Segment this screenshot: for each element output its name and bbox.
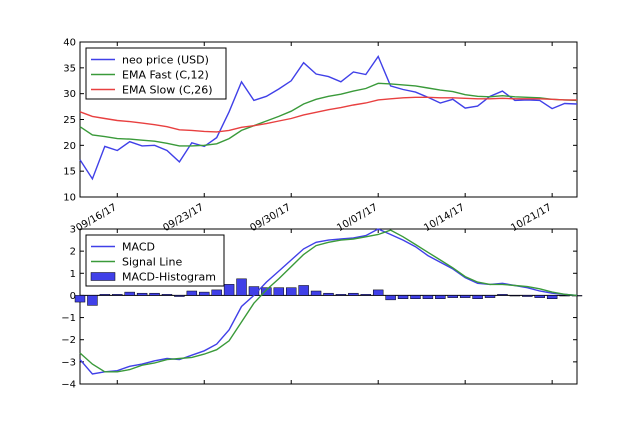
histogram-bar [199, 291, 210, 296]
histogram-bar [459, 295, 471, 298]
y-tick-label: −1 [61, 313, 76, 324]
y-tick-label: 20 [63, 141, 76, 152]
y-tick-label: −3 [61, 357, 76, 368]
histogram-bar [211, 289, 222, 296]
histogram-bar [447, 295, 458, 298]
legend-entry: EMA Slow (C,26) [122, 84, 212, 97]
series-line-ema-slow-c-26 [79, 96, 577, 133]
y-tick-label: 40 [63, 38, 76, 49]
y-tick-label: 0 [70, 291, 76, 302]
histogram-bar [472, 295, 483, 299]
histogram-bar [410, 295, 421, 299]
series-line-ema-fast-c-12 [79, 82, 578, 147]
histogram-bar [236, 278, 247, 296]
macd-panel: −4 −3 −2 −1 0 1 2 3 MACD Signal Line MACD-Histogra… [61, 225, 583, 391]
histogram-bar [298, 285, 309, 296]
legend-swatch [90, 272, 116, 281]
histogram-bar [372, 289, 384, 296]
histogram-bar [360, 294, 371, 296]
histogram-bar [435, 295, 446, 299]
histogram-bar [497, 294, 508, 296]
y-tick-label: 3 [70, 225, 76, 236]
y-tick-label: 25 [63, 115, 76, 126]
histogram-bar [74, 295, 86, 303]
histogram-bar [534, 295, 545, 298]
y-tick-label: 35 [63, 63, 76, 74]
legend-entry: Signal Line [122, 256, 182, 269]
plot-frame [79, 228, 578, 385]
legend-entry: MACD-Histogram [122, 271, 216, 284]
histogram-bar [149, 292, 160, 296]
histogram-bar [286, 287, 297, 296]
histogram-bar [87, 295, 98, 306]
histogram-bar [174, 295, 185, 297]
histogram-bar [261, 287, 272, 296]
histogram-bar [112, 294, 123, 296]
histogram-bar [422, 295, 434, 299]
y-tick-label: 10 [63, 193, 76, 204]
histogram-bar [323, 292, 334, 296]
legend [85, 47, 227, 100]
histogram-bar [571, 295, 583, 297]
histogram-bar [335, 294, 347, 296]
histogram-bar [348, 292, 359, 296]
legend-entry: MACD [122, 241, 155, 254]
histogram-bar [546, 295, 558, 299]
y-tick-label: 15 [63, 167, 76, 178]
histogram-bar [509, 295, 521, 297]
histogram-bar [273, 287, 285, 296]
histogram-bar [385, 295, 396, 301]
series-line-signal-line [79, 229, 578, 373]
y-tick-label: −2 [61, 335, 76, 346]
y-tick-label: 2 [70, 247, 76, 258]
histogram-bar [223, 284, 235, 296]
series-line-neo-price-usd [79, 55, 578, 181]
y-tick-label: 1 [70, 269, 76, 280]
histogram-bar [161, 294, 173, 296]
legend-entry: EMA Fast (C,12) [122, 69, 209, 82]
y-tick-label: 30 [63, 89, 76, 100]
histogram-bar [124, 291, 135, 296]
histogram-bar [99, 294, 111, 296]
legend-entry: neo price (USD) [122, 54, 209, 67]
histogram-bar [559, 295, 570, 297]
histogram-bar [310, 290, 322, 296]
histogram-bar [136, 292, 148, 296]
histogram-bar [397, 295, 409, 299]
histogram-bar [522, 295, 533, 297]
y-tick-label: −4 [61, 380, 76, 391]
histogram-bar [484, 295, 496, 298]
histogram-bar [186, 290, 198, 296]
